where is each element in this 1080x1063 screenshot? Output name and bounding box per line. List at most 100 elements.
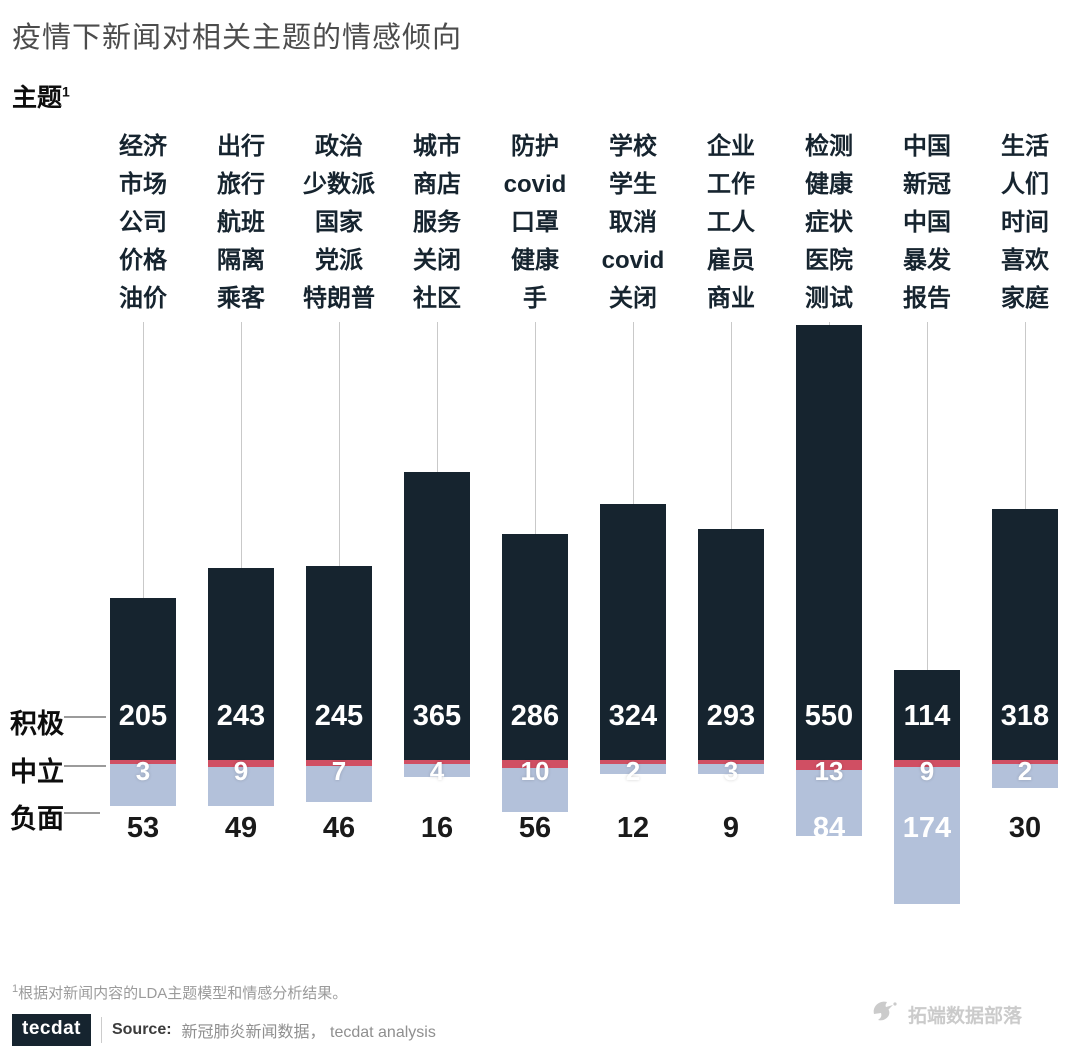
tecdat-logo: tecdat <box>12 1014 91 1046</box>
neutral-bar <box>698 760 764 764</box>
neutral-value: 3 <box>135 756 151 786</box>
negative-bar <box>698 764 764 774</box>
topic-word: 国家 <box>315 209 363 236</box>
topic-word: 价格 <box>119 247 167 274</box>
negative-bar <box>502 768 568 812</box>
leader-line-positive <box>64 716 106 718</box>
positive-bar <box>698 529 764 760</box>
neutral-bar <box>796 760 862 770</box>
negative-value: 16 <box>420 812 454 844</box>
neutral-bar <box>600 760 666 764</box>
topic-header: 主题1 <box>12 78 70 114</box>
topic-label: 检测 健康 症状 医院 测试 <box>783 128 875 318</box>
topic-word: 取消 <box>609 209 657 236</box>
negative-bar <box>796 770 862 836</box>
positive-bar <box>894 670 960 760</box>
topic-label: 企业 工作 工人 雇员 商业 <box>685 128 777 318</box>
negative-value: 12 <box>616 812 650 844</box>
topic-word: 服务 <box>413 209 461 236</box>
connector-line <box>731 322 732 529</box>
topic-label: 生活 人们 时间 喜欢 家庭 <box>979 128 1071 318</box>
topic-word: 工作 <box>707 171 755 198</box>
connector-line <box>1025 322 1026 509</box>
watermark-text: 拓端数据部落 <box>907 1005 1022 1027</box>
chart-title: 疫情下新闻对相关主题的情感倾向 <box>12 22 463 54</box>
negative-value: 49 <box>224 812 258 844</box>
topic-word: 市场 <box>119 171 167 198</box>
source-text: 新冠肺炎新闻数据， tecdat analysis <box>181 1024 436 1041</box>
topic-word: 党派 <box>315 247 363 274</box>
positive-value: 205 <box>118 700 168 732</box>
neutral-value: 9 <box>233 756 249 786</box>
topic-word: 家庭 <box>1001 285 1049 312</box>
neutral-bar <box>404 760 470 764</box>
chart-column-10: 生活 人们 时间 喜欢 家庭 318 2 30 <box>979 0 1071 980</box>
negative-value: 53 <box>126 812 160 844</box>
negative-value: 30 <box>1008 812 1042 844</box>
chart-column-2: 出行 旅行 航班 隔离 乘客 243 9 49 <box>195 0 287 980</box>
positive-value: 286 <box>510 700 560 732</box>
connector-line <box>927 322 928 670</box>
topic-label: 经济 市场 公司 价格 油价 <box>97 128 189 318</box>
positive-value: 324 <box>608 700 658 732</box>
topic-word: 城市 <box>413 133 461 160</box>
neutral-value: 4 <box>429 756 445 786</box>
topic-word: 旅行 <box>217 171 265 198</box>
positive-bar <box>600 504 666 760</box>
topic-word: 防护 <box>511 133 559 160</box>
neutral-bar <box>502 760 568 768</box>
chart-column-3: 政治 少数派 国家 党派 特朗普 245 7 46 <box>293 0 385 980</box>
topic-label: 防护 covid 口罩健康手 <box>489 128 581 318</box>
positive-bar <box>502 534 568 760</box>
neutral-value: 13 <box>814 756 844 786</box>
topic-word: 商业 <box>707 285 755 312</box>
neutral-value: 10 <box>520 756 550 786</box>
source-label: Source: <box>111 1021 172 1038</box>
topic-word: 中国 <box>903 133 951 160</box>
topic-word: 关闭 <box>413 247 461 274</box>
neutral-value: 9 <box>919 756 935 786</box>
neutral-value: 3 <box>723 756 739 786</box>
topic-word: 健康 <box>511 247 559 274</box>
row-label-positive: 积极 <box>10 709 64 739</box>
topic-word: 航班 <box>217 209 265 236</box>
neutral-bar <box>894 760 960 767</box>
negative-value: 9 <box>722 812 740 844</box>
topic-word: 油价 <box>119 285 167 312</box>
topic-word: 健康 <box>805 171 853 198</box>
neutral-bar <box>208 760 274 767</box>
topic-word: covid <box>503 171 567 198</box>
topic-label: 城市 商店 服务 关闭 社区 <box>391 128 483 318</box>
connector-line <box>829 322 830 325</box>
topic-word: 新冠 <box>903 171 951 198</box>
neutral-value: 7 <box>331 756 347 786</box>
connector-line <box>437 322 438 472</box>
chart-column-5: 防护 covid 口罩 健康手 286 10 56 <box>489 0 581 980</box>
topic-word: 雇员 <box>707 247 755 274</box>
topic-word: 口罩 <box>511 209 559 236</box>
positive-bar <box>208 568 274 760</box>
topic-word: 检测 <box>805 133 853 160</box>
topic-word: 手 <box>523 285 547 312</box>
topic-header-text: 主题 <box>12 84 63 112</box>
positive-value: 245 <box>314 700 364 732</box>
topic-word: 症状 <box>805 209 853 236</box>
topic-word: covid <box>601 247 665 274</box>
leader-line-negative <box>64 812 100 814</box>
topic-word: 经济 <box>119 133 167 160</box>
topic-word: 出行 <box>217 133 265 160</box>
neutral-bar <box>306 760 372 766</box>
neutral-value: 2 <box>1017 756 1033 786</box>
positive-value: 365 <box>412 700 462 732</box>
chart-column-1: 经济 市场 公司 价格 油价 205 3 53 <box>97 0 189 980</box>
topic-word: 医院 <box>805 247 853 274</box>
topic-word: 暴发 <box>903 247 951 274</box>
connector-line <box>633 322 634 504</box>
negative-bar <box>110 764 176 806</box>
topic-word: 生活 <box>1001 133 1049 160</box>
positive-value: 550 <box>804 700 854 732</box>
negative-bar <box>992 764 1058 788</box>
watermark: 拓端数据部落 <box>870 998 1022 1030</box>
